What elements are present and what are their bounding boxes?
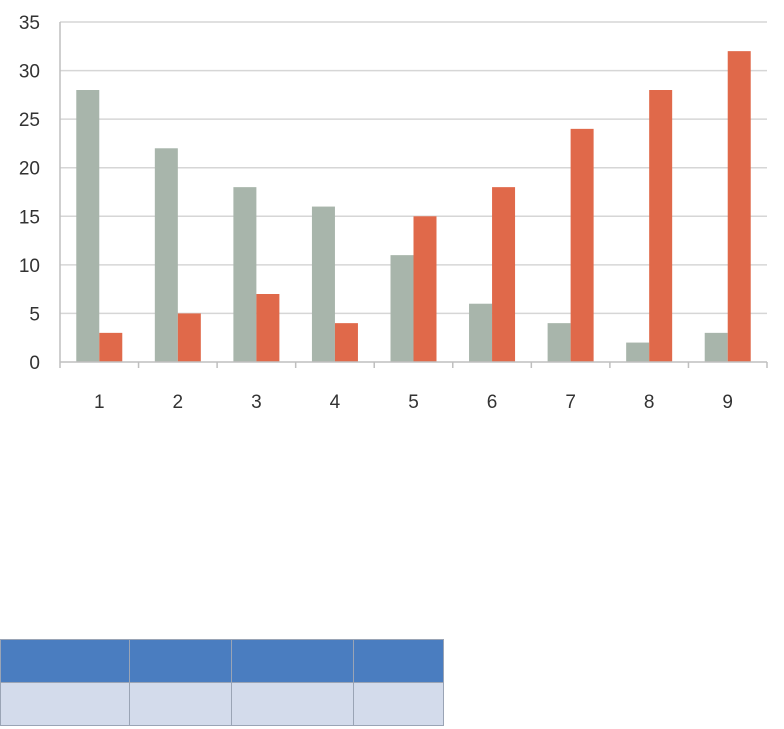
bar-series-1: [311, 206, 335, 362]
axes: [59, 22, 768, 368]
y-tick-label: 30: [19, 62, 40, 83]
y-tick-label: 20: [19, 159, 40, 180]
y-tick-label: 35: [19, 13, 40, 34]
bars: [76, 51, 751, 363]
table-cell: [0, 682, 130, 726]
bar-series-2: [413, 216, 437, 362]
table-header-cell: [129, 639, 232, 683]
table-cell: [353, 682, 444, 726]
bar-series-1: [469, 303, 493, 362]
table-cell: [129, 682, 232, 726]
bar-series-1: [547, 323, 571, 362]
bar-series-2: [727, 51, 751, 363]
table-cell: [231, 682, 354, 726]
y-tick-label: 5: [29, 304, 40, 325]
bar-series-2: [492, 187, 516, 362]
y-tick-label: 10: [19, 256, 40, 277]
table-header-cell: [353, 639, 444, 683]
bar-chart: 0 5 10 15 20 25 30 35 1 2 3 4 5 6 7 8 9: [19, 13, 768, 413]
bar-series-1: [154, 148, 178, 362]
bar-series-2: [99, 332, 123, 362]
x-tick-label: 4: [330, 392, 341, 413]
bar-series-1: [76, 90, 100, 362]
bar-series-1: [626, 342, 650, 362]
y-tick-label: 0: [29, 353, 40, 374]
bar-series-1: [233, 187, 257, 362]
bar-series-2: [177, 313, 201, 362]
bar-series-2: [649, 90, 673, 362]
y-tick-label: 25: [19, 110, 40, 131]
table-row: [0, 682, 444, 726]
data-table: [0, 639, 444, 726]
tick-labels: 0 5 10 15 20 25 30 35 1 2 3 4 5 6 7 8 9: [19, 13, 733, 413]
x-tick-label: 5: [408, 392, 419, 413]
bar-series-2: [256, 294, 280, 362]
table-header-cell: [231, 639, 354, 683]
table-header-cell: [0, 639, 130, 683]
x-tick-label: 6: [487, 392, 498, 413]
x-tick-label: 9: [722, 392, 733, 413]
x-tick-label: 8: [644, 392, 655, 413]
bar-series-1: [704, 332, 728, 362]
x-tick-label: 7: [565, 392, 576, 413]
x-tick-label: 3: [251, 392, 262, 413]
bar-series-2: [570, 128, 594, 362]
y-tick-label: 15: [19, 207, 40, 228]
table-header-row: [0, 639, 444, 683]
bar-series-1: [390, 255, 414, 362]
bar-series-2: [334, 323, 358, 362]
x-tick-label: 2: [173, 392, 184, 413]
x-tick-label: 1: [94, 392, 105, 413]
